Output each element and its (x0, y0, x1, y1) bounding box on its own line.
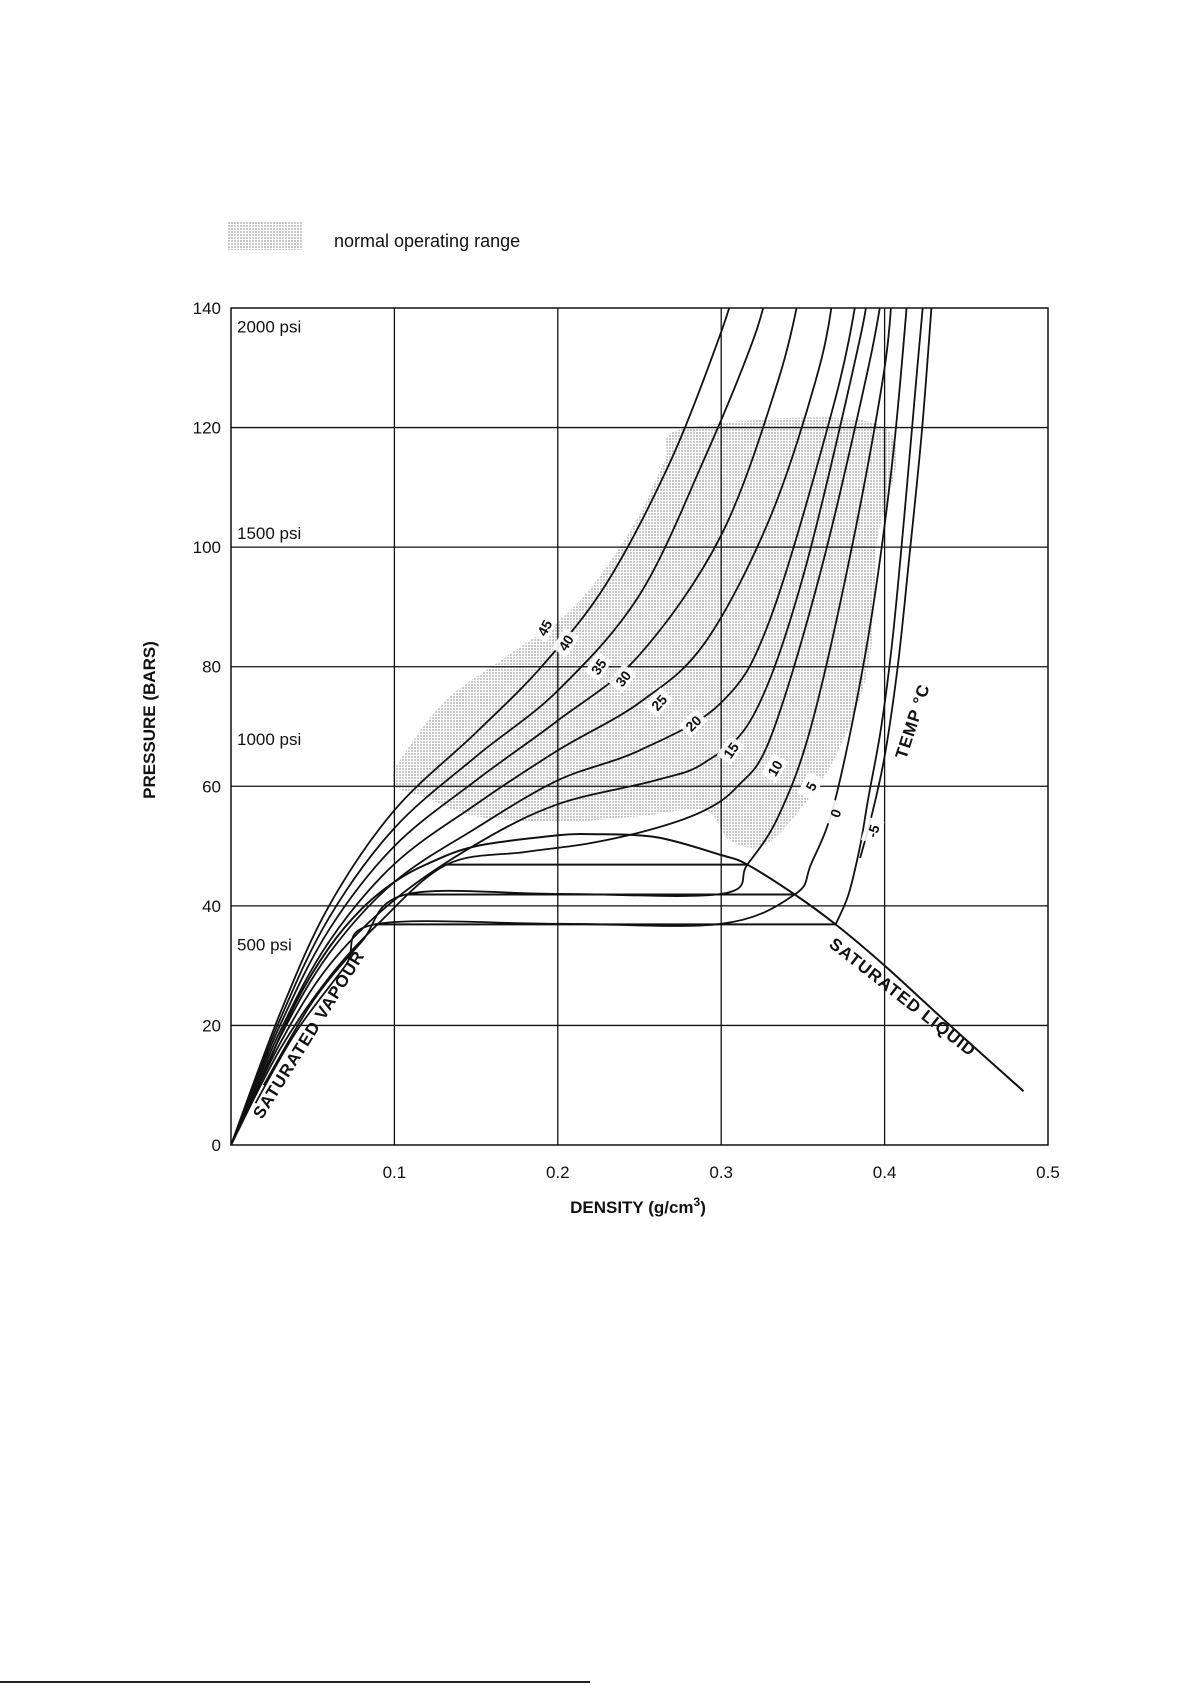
isotherm-label-bg (644, 687, 674, 717)
x-axis-title-main: DENSITY (g/cm (570, 1198, 693, 1217)
isotherm-label-group: 45 (531, 613, 558, 643)
isotherm-line (834, 308, 924, 925)
y-tick-label: 100 (193, 538, 221, 557)
isotherm-label-bg (716, 735, 745, 765)
y-tick-labels: 0 20 40 60 80 100 120 140 (193, 299, 221, 1155)
x-axis-title-close: ) (700, 1198, 706, 1217)
isotherm-line (254, 308, 908, 1104)
y-axis-title: PRESSURE (BARS) (140, 641, 159, 799)
y-tick-label: 140 (193, 299, 221, 318)
isotherm-label-bg (531, 613, 558, 643)
isotherm-label-bg (761, 753, 789, 783)
psi-label: 1500 psi (237, 524, 301, 543)
isotherm-label-group: 10 (761, 753, 789, 783)
psi-label: 500 psi (237, 936, 292, 955)
isotherm-label: -5 (864, 823, 883, 840)
isotherm-label-bg (797, 771, 824, 801)
saturated-liquid-curve (590, 833, 1025, 1092)
isotherm-label-group: 30 (608, 663, 637, 694)
isotherm-label-group: 15 (716, 735, 745, 765)
isotherm-label: 40 (555, 632, 577, 654)
legend: normal operating range (227, 221, 520, 251)
isotherm-label-group: 20 (678, 708, 708, 738)
isotherm-label-group: 35 (584, 651, 613, 682)
x-axis-title: DENSITY (g/cm3) (570, 1195, 706, 1217)
isotherm-label-group: -5 (860, 816, 885, 845)
x-tick-label: 0.4 (873, 1163, 897, 1182)
isotherm-label-bg (823, 798, 848, 828)
operating-range-area (392, 417, 898, 848)
legend-swatch (227, 221, 303, 250)
x-tick-label: 0.3 (709, 1163, 733, 1182)
isotherm-line (231, 308, 867, 1145)
isotherm-label-bg (678, 708, 708, 738)
psi-label: 2000 psi (237, 318, 301, 337)
legend-label: normal operating range (334, 231, 520, 251)
isotherm-label-group: 0 (823, 798, 848, 828)
x-tick-label: 0.5 (1036, 1163, 1060, 1182)
isotherm-line (231, 308, 856, 1145)
saturated-liquid-label: SATURATED LIQUID (826, 934, 980, 1060)
page-bottom-rule (0, 1681, 590, 1683)
x-tick-label: 0.1 (383, 1163, 407, 1182)
isotherm-line (859, 308, 933, 859)
isotherm-label-group: 40 (552, 627, 580, 658)
isotherm-line (231, 308, 881, 1145)
psi-label: 1000 psi (237, 730, 301, 749)
isotherm-line (231, 308, 798, 1145)
isotherm-label-group: 5 (797, 771, 824, 801)
y-tick-label: 60 (202, 777, 221, 796)
isotherm-label-bg (584, 651, 613, 682)
isotherm-label: 10 (764, 757, 786, 779)
y-tick-label: 0 (212, 1136, 221, 1155)
isotherm-label: 45 (534, 617, 556, 638)
isotherm-label-bg (608, 663, 637, 694)
isotherm-label-bg (552, 627, 580, 658)
x-axis-title-sup: 3 (694, 1195, 701, 1209)
temp-label: TEMP °C (892, 681, 934, 761)
isotherm-line (231, 308, 833, 1145)
x-tick-label: 0.2 (546, 1163, 570, 1182)
psi-labels: 2000 psi 1500 psi 1000 psi 500 psi (237, 318, 301, 955)
isotherm-line (231, 308, 731, 1145)
plot-frame (230, 307, 1049, 1146)
y-tick-label: 20 (202, 1016, 221, 1035)
isotherm-label-bg (860, 816, 885, 845)
saturated-vapour-curve (230, 833, 591, 1146)
isotherm-line (231, 308, 765, 1145)
isotherm-line (262, 308, 892, 1086)
isotherm-label-group: 25 (644, 687, 674, 717)
y-tick-label: 40 (202, 897, 221, 916)
isotherms (231, 308, 933, 1145)
y-tick-label: 120 (193, 419, 221, 438)
y-tick-label: 80 (202, 658, 221, 677)
x-tick-labels: 0.1 0.2 0.3 0.4 0.5 (383, 1163, 1060, 1182)
